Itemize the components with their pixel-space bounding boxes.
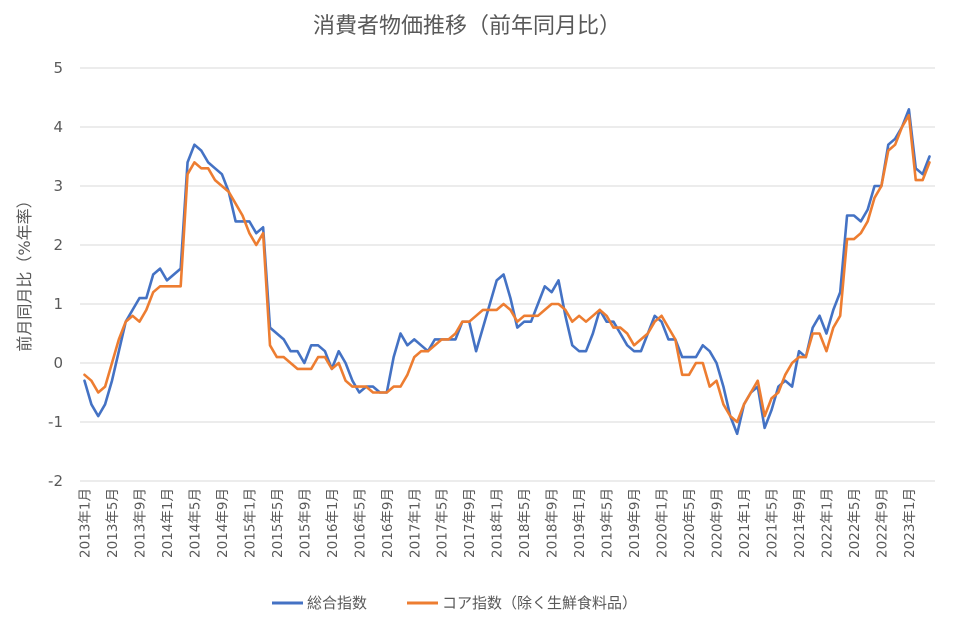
y-axis-ticks: -2 -1 0 1 2 3 4 5	[48, 59, 63, 490]
x-tick-label: 2017年1月	[407, 488, 423, 558]
x-tick-label: 2015年1月	[242, 488, 258, 558]
x-tick-label: 2019年9月	[627, 488, 643, 558]
y-tick-label: 1	[53, 295, 63, 313]
x-tick-label: 2017年9月	[462, 488, 478, 558]
x-tick-label: 2015年5月	[270, 488, 286, 558]
y-tick-label: 2	[53, 236, 63, 254]
x-tick-label: 2015年9月	[297, 488, 313, 558]
x-tick-label: 2022年5月	[847, 488, 863, 558]
x-tick-label: 2022年9月	[874, 488, 890, 558]
x-tick-label: 2017年5月	[435, 488, 451, 558]
x-tick-label: 2019年1月	[572, 488, 588, 558]
legend: 総合指数 コア指数（除く生鮮食料品）	[272, 594, 637, 612]
x-tick-label: 2021年5月	[764, 488, 780, 558]
y-tick-label: 3	[53, 177, 63, 195]
x-tick-label: 2020年5月	[682, 488, 698, 558]
x-tick-label: 2016年5月	[352, 488, 368, 558]
y-axis-title: 前月同月比（%年率）	[15, 192, 34, 351]
series-line-core	[83, 113, 931, 424]
x-axis-ticks: 2013年1月 2013年5月 2013年9月 2014年1月 2014年5月 2014年…	[78, 488, 918, 558]
legend-label-total: 総合指数	[307, 594, 367, 612]
y-tick-label: 5	[53, 59, 63, 77]
x-tick-label: 2014年5月	[187, 488, 203, 558]
x-tick-label: 2023年1月	[902, 488, 918, 558]
x-tick-label: 2013年9月	[132, 488, 148, 558]
x-tick-label: 2018年1月	[490, 488, 506, 558]
series-line-total	[83, 108, 931, 436]
gridlines	[80, 67, 935, 482]
y-tick-label: 4	[53, 118, 63, 136]
x-tick-label: 2014年9月	[215, 488, 231, 558]
x-tick-label: 2021年1月	[737, 488, 753, 558]
x-tick-label: 2019年5月	[600, 488, 616, 558]
y-tick-label: -2	[48, 472, 63, 490]
x-tick-label: 2016年9月	[380, 488, 396, 558]
x-tick-label: 2014年1月	[160, 488, 176, 558]
x-tick-label: 2022年1月	[819, 488, 835, 558]
legend-label-core: コア指数（除く生鮮食料品）	[442, 594, 637, 612]
x-tick-label: 2020年1月	[655, 488, 671, 558]
x-tick-label: 2016年1月	[325, 488, 341, 558]
x-tick-label: 2021年9月	[792, 488, 808, 558]
x-tick-label: 2018年5月	[517, 488, 533, 558]
x-tick-label: 2018年9月	[545, 488, 561, 558]
chart-title: 消費者物価推移（前年同月比）	[313, 14, 621, 39]
x-tick-label: 2020年9月	[710, 488, 726, 558]
y-tick-label: -1	[48, 413, 63, 431]
x-tick-label: 2013年5月	[105, 488, 121, 558]
series-lines	[83, 108, 931, 436]
x-tick-label: 2013年1月	[78, 488, 94, 558]
y-tick-label: 0	[53, 354, 63, 372]
